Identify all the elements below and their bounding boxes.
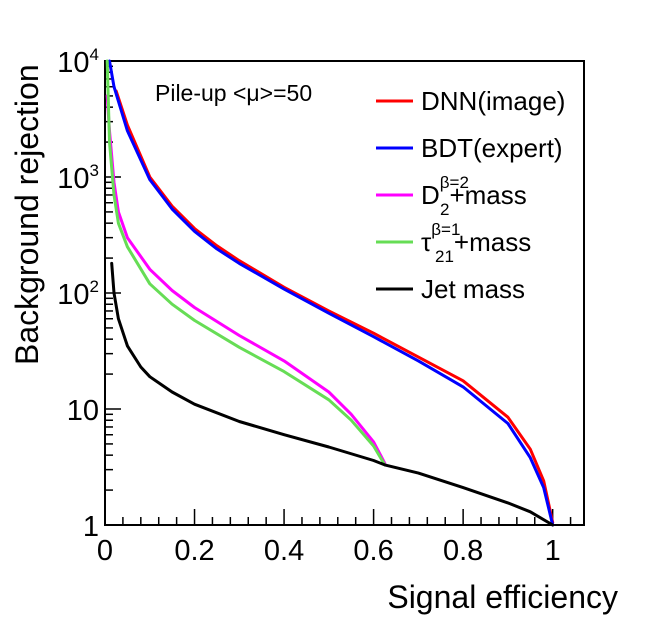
y-tick-label: 102 (57, 277, 99, 311)
x-tick-label: 0 (97, 535, 113, 567)
legend-label: Dβ=2 2+mass (421, 173, 527, 219)
legend-label: Jet mass (421, 274, 525, 304)
curves (105, 59, 555, 527)
series-line-dnn-image- (114, 89, 555, 524)
x-tick-label: 0.4 (264, 535, 304, 567)
y-tick-label: 1 (83, 511, 99, 543)
x-tick-label: 0.8 (443, 535, 483, 567)
legend-label: BDT(expert) (421, 133, 563, 163)
x-axis-title: Signal efficiency (387, 579, 618, 615)
series-line-jet-mass (110, 261, 555, 527)
y-tick-label: 104 (57, 45, 99, 79)
y-tick-label: 103 (57, 161, 99, 195)
legend-label: DNN(image) (421, 86, 565, 116)
legend-label: τβ=1 21+mass (421, 220, 531, 266)
x-tick-label: 0.2 (174, 535, 214, 567)
x-tick-label: 1 (545, 535, 561, 567)
x-tick-label: 0.6 (353, 535, 393, 567)
series-line-tau21-beta-1-mass (105, 59, 387, 467)
series-line-bdt-expert- (108, 59, 555, 527)
pileup-annotation: Pile-up <μ>=50 (155, 80, 312, 106)
y-tick-label: 10 (67, 395, 99, 427)
tick-labels: 0 0.2 0.4 0.6 0.8 1 1 10 102 103 104 (57, 45, 560, 567)
y-axis-title: Background rejection (9, 64, 45, 365)
